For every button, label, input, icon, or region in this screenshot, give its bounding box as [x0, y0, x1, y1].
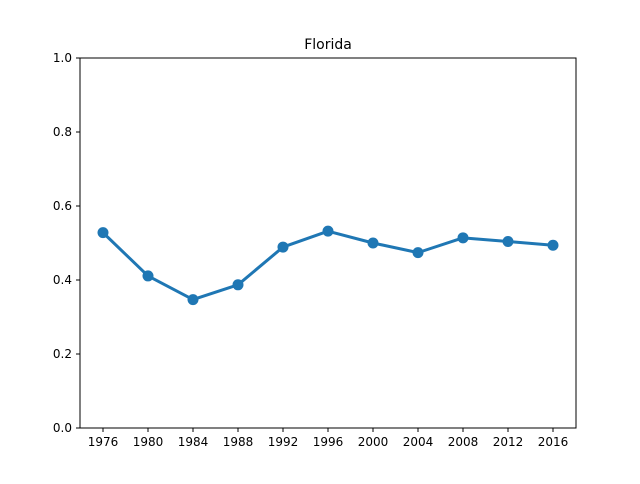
y-axis: 0.0 0.2 0.4 0.6 0.8 1.0 [53, 51, 80, 435]
series-line [101, 229, 555, 302]
data-point-2008 [457, 232, 469, 244]
data-point-1996 [322, 225, 334, 237]
data-point-2004 [412, 247, 424, 259]
chart-title: Florida [304, 37, 352, 53]
data-point-2000 [367, 237, 379, 249]
series-group [97, 225, 559, 306]
x-tick-label: 2016 [538, 435, 569, 449]
y-tick-label: 0.8 [53, 125, 72, 139]
x-tick-label: 1992 [268, 435, 299, 449]
data-point-2012 [502, 236, 514, 248]
x-tick-label: 1996 [313, 435, 344, 449]
x-tick-label: 2008 [448, 435, 479, 449]
x-tick-label: 1988 [223, 435, 254, 449]
y-tick-label: 0.4 [53, 273, 72, 287]
data-point-1984 [187, 294, 199, 306]
y-tick-label: 0.6 [53, 199, 72, 213]
data-point-1988 [232, 279, 244, 291]
data-point-1992 [277, 241, 289, 253]
x-axis: 1976 1980 1984 1988 1992 1996 2000 2004 2008 2012… [88, 428, 569, 449]
x-tick-label: 2012 [493, 435, 524, 449]
x-tick-label: 1984 [178, 435, 209, 449]
y-tick-label: 0.2 [53, 347, 72, 361]
x-tick-label: 2000 [358, 435, 389, 449]
y-tick-label: 0.0 [53, 421, 72, 435]
x-tick-label: 1980 [133, 435, 164, 449]
plot-frame [79, 57, 577, 429]
y-tick-label: 1.0 [53, 51, 72, 65]
data-point-2016 [547, 239, 559, 251]
x-tick-label: 1976 [88, 435, 119, 449]
x-tick-label: 2004 [403, 435, 434, 449]
data-point-1980 [142, 270, 154, 282]
data-point-1976 [97, 227, 109, 239]
